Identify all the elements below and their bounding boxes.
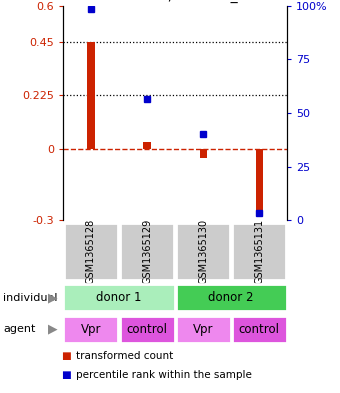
Bar [120, 222, 174, 281]
Text: donor 1: donor 1 [96, 291, 142, 304]
Bar [176, 284, 287, 311]
Text: ■: ■ [62, 369, 71, 380]
Bar [64, 222, 118, 281]
Bar [176, 316, 231, 343]
Bar [143, 141, 151, 149]
Text: ▶: ▶ [48, 291, 57, 304]
Text: ▶: ▶ [48, 323, 57, 336]
Text: GSM1365129: GSM1365129 [142, 219, 152, 284]
Bar [64, 316, 118, 343]
Text: donor 2: donor 2 [208, 291, 254, 304]
Bar [120, 316, 174, 343]
Text: control: control [239, 323, 280, 336]
Text: ■: ■ [62, 351, 71, 361]
Bar [256, 149, 263, 215]
Title: GDS5294 / 226268_at: GDS5294 / 226268_at [99, 0, 252, 4]
Text: agent: agent [3, 324, 36, 334]
Text: GSM1365131: GSM1365131 [254, 219, 264, 284]
Bar [64, 284, 174, 311]
Bar [232, 222, 286, 281]
Text: Vpr: Vpr [193, 323, 214, 336]
Bar [87, 42, 95, 149]
Bar [232, 316, 287, 343]
Bar [176, 222, 230, 281]
Text: GSM1365130: GSM1365130 [198, 219, 208, 284]
Text: GSM1365128: GSM1365128 [86, 219, 96, 284]
Text: Vpr: Vpr [81, 323, 101, 336]
Text: transformed count: transformed count [76, 351, 174, 361]
Text: control: control [126, 323, 168, 336]
Bar [200, 149, 207, 158]
Text: percentile rank within the sample: percentile rank within the sample [76, 369, 252, 380]
Text: individual: individual [3, 293, 58, 303]
